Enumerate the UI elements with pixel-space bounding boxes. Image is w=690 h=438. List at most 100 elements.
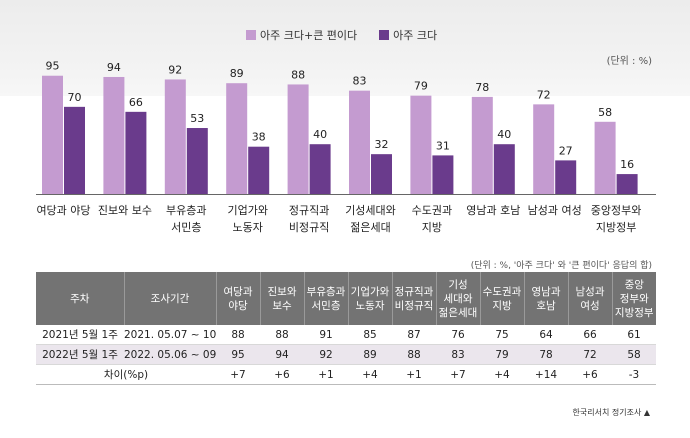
table-row-0-cell-2: 88 (216, 325, 260, 345)
data-label-very-6: 31 (436, 139, 450, 152)
legend-item-total: 아주 크다+큰 편이다 (246, 27, 357, 43)
table-row-0: 2021년 5월 1주 2021. 05.07 ~ 10 88 88 91 85 87 76 7… (36, 325, 656, 345)
bar-very-0 (64, 106, 85, 194)
header-col-2: 부유층과 서민층 (304, 272, 349, 325)
table-row-0-cell-5: 85 (348, 325, 392, 345)
table-row-diff-cell-2: +6 (260, 364, 304, 385)
header-col-0-line-1: 야당 (228, 299, 248, 312)
legend-swatch-very (379, 30, 390, 40)
table-row-0-cell-1: 2021. 05.07 ~ 10 (124, 325, 216, 345)
category-label-4-1: 비정규직 (289, 221, 329, 234)
table-row-0-cell-4: 91 (304, 325, 348, 345)
table-row-0-cell-6: 87 (392, 325, 436, 345)
category-label-0-0: 여당과 야당 (36, 204, 90, 217)
bar-very-7 (493, 144, 515, 194)
data-label-total-9: 58 (598, 106, 612, 119)
data-label-very-0: 70 (68, 91, 82, 104)
header-col-3-line-1: 노동자 (355, 299, 385, 312)
legend-label-total: 아주 크다+큰 편이다 (260, 29, 358, 42)
table-row-1-cell-10: 72 (568, 344, 612, 365)
category-label-2-0: 부유층과 (166, 204, 206, 217)
data-label-very-3: 38 (252, 131, 266, 144)
bar-very-1 (125, 111, 147, 194)
bar-very-9 (616, 174, 638, 194)
header-col-2-line-0: 부유층과 (306, 285, 346, 298)
table-row-1-cell-4: 92 (304, 344, 348, 365)
bar-very-8 (555, 160, 577, 194)
category-label-8-0: 남성과 여성 (528, 204, 582, 217)
bar-very-4 (309, 144, 331, 194)
table-row-1-cell-9: 78 (524, 344, 568, 365)
category-label-3-1: 노동자 (233, 221, 263, 234)
data-label-total-7: 78 (475, 81, 489, 94)
bar-total-3 (226, 83, 248, 194)
header-col-6-line-0: 수도권과 (482, 285, 522, 298)
data-label-total-3: 89 (230, 67, 244, 80)
header-col-5-line-2: 젊은세대 (438, 306, 478, 319)
header-week: 주차 (36, 272, 125, 325)
header-col-6-line-1: 지방 (492, 299, 512, 312)
header-col-9: 중앙 정부와 지방정부 (612, 272, 656, 325)
header-col-9-line-1: 정부와 (619, 292, 649, 305)
table-row-0-cell-7: 76 (436, 325, 480, 345)
header-col-5-line-1: 세대와 (443, 292, 473, 305)
header-col-5: 기성 세대와 젊은세대 (436, 272, 481, 325)
table-row-1-cell-7: 83 (436, 344, 480, 365)
table-row-diff: 차이(%p) +7 +6 +1 +4 +1 +7 +4 +14 +6 -3 (36, 364, 656, 385)
table-row-0-cell-9: 64 (524, 325, 568, 345)
table-row-0-cell-0: 2021년 5월 1주 (36, 325, 124, 345)
data-label-very-9: 16 (620, 158, 634, 171)
table-row-1-cell-11: 58 (612, 344, 656, 365)
header-col-9-line-0: 중앙 (624, 278, 644, 291)
header-col-4-line-0: 정규직과 (394, 285, 434, 298)
data-label-very-4: 40 (313, 128, 327, 141)
category-label-5-1: 젊은세대 (350, 221, 390, 234)
header-period: 조사기간 (124, 272, 217, 325)
header-col-8-line-1: 여성 (580, 299, 600, 312)
table-row-1-cell-2: 95 (216, 344, 260, 365)
legend-label-very: 아주 크다 (393, 29, 438, 42)
header-col-3-line-0: 기업가와 (350, 285, 390, 298)
table-row-0-cell-11: 61 (612, 325, 656, 345)
header-col-8-line-0: 남성과 (575, 285, 605, 298)
legend-swatch-total (246, 30, 256, 40)
data-label-total-2: 92 (168, 63, 182, 76)
bar-total-4 (287, 84, 309, 194)
data-label-total-8: 72 (537, 88, 551, 101)
header-col-1: 진보와 보수 (260, 272, 305, 325)
table-row-1-cell-8: 79 (480, 344, 524, 365)
header-col-7-line-1: 호남 (536, 299, 556, 312)
bar-total-6 (410, 95, 432, 194)
table-row-0-cell-3: 88 (260, 325, 304, 345)
bar-very-2 (186, 128, 208, 194)
table-row-diff-cell-1: +7 (216, 364, 260, 385)
header-col-4: 정규직과 비정규직 (392, 272, 437, 325)
data-label-total-6: 79 (414, 80, 428, 93)
category-label-3-0: 기업가와 (227, 204, 267, 217)
table-row-diff-cell-6: +7 (436, 364, 480, 385)
category-label-5-0: 기성세대와 (345, 204, 396, 217)
data-label-very-2: 53 (190, 112, 204, 125)
category-label-6-1: 지방 (422, 221, 442, 234)
header-col-0-line-0: 여당과 (223, 285, 253, 298)
table-header-row: 주차 조사기간 여당과 야당 진보와 보수 부유층과 서민층 기업가와 노동자 정규직과 비정규직… (36, 272, 656, 325)
comparison-table: 주차 조사기간 여당과 야당 진보와 보수 부유층과 서민층 기업가와 노동자 정규직과 비정규직… (36, 272, 656, 385)
table-row-1-cell-6: 88 (392, 344, 436, 365)
data-label-very-1: 66 (129, 96, 143, 109)
table-row-diff-cell-5: +1 (392, 364, 436, 385)
table-row-1-cell-0: 2022년 5월 1주 (36, 344, 124, 365)
category-label-9-0: 중앙정부와 (591, 204, 642, 217)
data-label-very-8: 27 (559, 144, 573, 157)
bar-total-2 (164, 79, 186, 194)
table-row-diff-cell-8: +14 (524, 364, 568, 385)
category-label-2-1: 서민층 (171, 221, 201, 234)
bar-total-8 (533, 104, 555, 194)
table-row-diff-cell-4: +4 (348, 364, 392, 385)
header-col-2-line-1: 서민층 (311, 299, 341, 312)
table-row-1-cell-1: 2022. 05.06 ~ 09 (124, 344, 216, 365)
table-row-1: 2022년 5월 1주 2022. 05.06 ~ 09 95 94 92 89 88 83 7… (36, 344, 656, 365)
table-row-0-cell-10: 66 (568, 325, 612, 345)
bar-total-1 (103, 76, 125, 194)
table-row-diff-cell-9: +6 (568, 364, 612, 385)
